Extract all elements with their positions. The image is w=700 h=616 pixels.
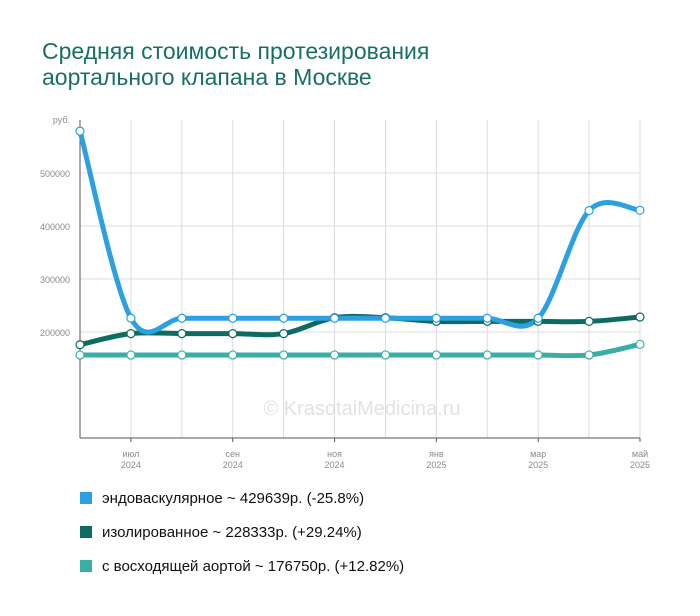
y-tick-label: 500000 — [40, 169, 70, 179]
data-point-endovascular[interactable] — [75, 126, 85, 136]
data-point-ascending-aorta[interactable] — [431, 350, 441, 360]
data-point-endovascular[interactable] — [380, 313, 391, 323]
x-tick-month-label: май — [632, 449, 648, 459]
x-tick-month-label: янв — [429, 449, 444, 459]
data-point-ascending-aorta[interactable] — [75, 350, 85, 360]
series-line-ascending-aorta — [77, 341, 643, 359]
data-point-ascending-aorta[interactable] — [380, 350, 391, 360]
chart-plot: 500000400000300000200000руб.июл2024сен20… — [40, 115, 650, 470]
data-point-endovascular[interactable] — [228, 313, 238, 323]
x-tick-month-label: сен — [225, 449, 240, 459]
data-point-isolated[interactable] — [635, 312, 645, 322]
data-point-ascending-aorta[interactable] — [482, 350, 492, 360]
data-point-ascending-aorta[interactable] — [329, 350, 340, 360]
data-point-isolated[interactable] — [584, 316, 594, 326]
x-tick-year-label: 2024 — [223, 460, 243, 470]
data-point-isolated[interactable] — [75, 340, 85, 350]
data-point-ascending-aorta[interactable] — [533, 350, 543, 360]
watermark: © KrasotaiMedicina.ru — [263, 398, 460, 420]
data-point-isolated[interactable] — [228, 328, 238, 339]
data-point-ascending-aorta[interactable] — [584, 350, 594, 360]
chart-legend: эндоваскулярное ~ 429639р. (-25.8%) изол… — [80, 488, 404, 590]
x-tick-year-label: 2025 — [426, 460, 446, 470]
x-tick-month-label: июл — [122, 449, 139, 459]
legend-label-ascending-aorta: с восходящей аортой ~ 176750р. (+12.82%) — [102, 557, 405, 575]
x-tick-year-label: 2025 — [630, 460, 650, 470]
x-tick-month-label: ноя — [327, 449, 342, 459]
legend-item-ascending-aorta[interactable]: с восходящей аортой ~ 176750р. (+12.82%) — [80, 556, 404, 576]
data-point-endovascular[interactable] — [533, 313, 543, 323]
data-point-isolated[interactable] — [279, 328, 289, 339]
chart-title-line-2: аортального клапана в Москве — [42, 64, 372, 90]
y-tick-label: 300000 — [40, 275, 70, 285]
data-point-endovascular[interactable] — [584, 206, 594, 216]
legend-label-endovascular: эндоваскулярное ~ 429639р. (-25.8%) — [102, 489, 365, 507]
data-point-isolated[interactable] — [126, 328, 136, 339]
legend-item-endovascular[interactable]: эндоваскулярное ~ 429639р. (-25.8%) — [80, 488, 404, 508]
data-point-endovascular[interactable] — [635, 205, 645, 215]
data-point-endovascular[interactable] — [431, 313, 441, 323]
legend-item-isolated[interactable]: изолированное ~ 228333р. (+29.24%) — [80, 522, 404, 542]
data-point-ascending-aorta[interactable] — [126, 350, 136, 360]
data-point-endovascular[interactable] — [126, 313, 136, 323]
y-tick-label: 400000 — [40, 222, 70, 232]
data-point-endovascular[interactable] — [279, 313, 289, 323]
legend-label-isolated: изолированное ~ 228333р. (+29.24%) — [102, 523, 362, 541]
data-point-ascending-aorta[interactable] — [279, 350, 289, 360]
chart-title: Средняя стоимость протезирования аорталь… — [42, 38, 562, 90]
y-unit-label: руб. — [53, 115, 70, 125]
x-tick-year-label: 2024 — [121, 460, 141, 470]
data-point-ascending-aorta[interactable] — [228, 350, 238, 360]
legend-swatch-ascending-aorta — [80, 560, 92, 572]
x-tick-year-label: 2024 — [325, 460, 345, 470]
legend-swatch-isolated — [80, 526, 92, 538]
chart-title-line-1: Средняя стоимость протезирования — [42, 38, 430, 64]
data-point-isolated[interactable] — [177, 328, 187, 339]
x-tick-month-label: мар — [530, 449, 546, 459]
data-point-endovascular[interactable] — [177, 313, 187, 323]
data-point-endovascular[interactable] — [329, 313, 340, 323]
data-point-ascending-aorta[interactable] — [177, 350, 187, 360]
data-point-ascending-aorta[interactable] — [635, 339, 645, 349]
data-point-endovascular[interactable] — [482, 313, 492, 323]
y-tick-label: 200000 — [40, 328, 70, 338]
series-line-endovascular — [77, 128, 643, 335]
x-tick-year-label: 2025 — [528, 460, 548, 470]
legend-swatch-endovascular — [80, 492, 92, 504]
